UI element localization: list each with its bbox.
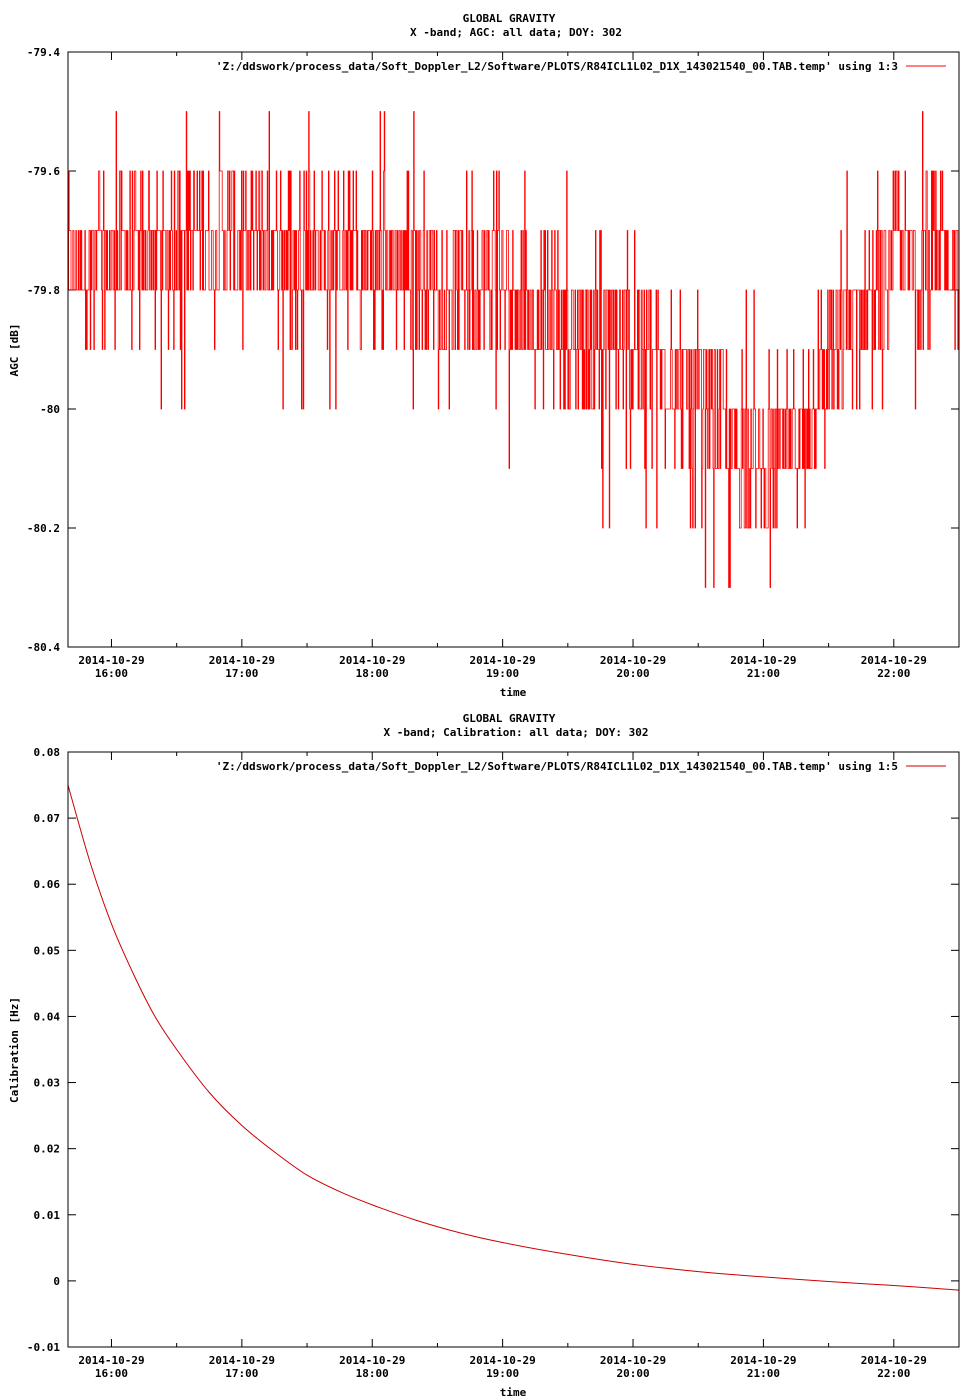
agc-xtick-date: 2014-10-29 [209, 654, 275, 667]
calibration-x-axis-label: time [500, 1386, 527, 1399]
agc-ytick-label: -79.4 [27, 46, 60, 59]
agc-series-line [68, 111, 959, 588]
agc-xtick-time: 16:00 [95, 667, 128, 680]
agc-ytick-label: -79.8 [27, 284, 60, 297]
agc-xtick-date: 2014-10-29 [470, 654, 536, 667]
agc-legend-label: 'Z:/ddswork/process_data/Soft_Doppler_L2… [216, 60, 898, 73]
calibration-xtick-date: 2014-10-29 [209, 1354, 275, 1367]
calibration-legend: 'Z:/ddswork/process_data/Soft_Doppler_L2… [216, 760, 946, 773]
calibration-xtick-date: 2014-10-29 [339, 1354, 405, 1367]
agc-xtick-date: 2014-10-29 [600, 654, 666, 667]
agc-chart: GLOBAL GRAVITY X -band; AGC: all data; D… [8, 12, 960, 699]
calibration-ytick-label: 0.03 [34, 1077, 61, 1090]
calibration-ytick-label: -0.01 [27, 1341, 60, 1354]
agc-xtick-date: 2014-10-29 [730, 654, 796, 667]
calibration-ytick-label: 0.01 [34, 1209, 61, 1222]
calibration-legend-label: 'Z:/ddswork/process_data/Soft_Doppler_L2… [216, 760, 898, 773]
calibration-xtick-time: 20:00 [616, 1367, 649, 1380]
calibration-chart: GLOBAL GRAVITY X -band; Calibration: all… [8, 712, 960, 1399]
agc-series [68, 111, 959, 588]
agc-xtick-time: 18:00 [356, 667, 389, 680]
calibration-xtick-time: 17:00 [225, 1367, 258, 1380]
calibration-ytick-label: 0.07 [34, 812, 61, 825]
calibration-xtick-time: 18:00 [356, 1367, 389, 1380]
agc-xtick-time: 21:00 [747, 667, 780, 680]
agc-xtick-time: 17:00 [225, 667, 258, 680]
calibration-xtick-time: 22:00 [877, 1367, 910, 1380]
agc-ytick-label: -80.4 [27, 641, 60, 654]
calibration-xtick-time: 16:00 [95, 1367, 128, 1380]
calibration-plot-border [67, 751, 960, 1348]
agc-xtick-time: 20:00 [616, 667, 649, 680]
agc-xtick-date: 2014-10-29 [339, 654, 405, 667]
calibration-ytick-label: 0.06 [34, 878, 61, 891]
calibration-xtick-date: 2014-10-29 [470, 1354, 536, 1367]
calibration-y-axis-label: Calibration [Hz] [8, 997, 21, 1103]
calibration-ytick-label: 0.02 [34, 1143, 61, 1156]
calibration-xtick-date: 2014-10-29 [78, 1354, 144, 1367]
calibration-ytick-label: 0.05 [34, 944, 61, 957]
calibration-xtick-date: 2014-10-29 [730, 1354, 796, 1367]
calibration-xtick-time: 19:00 [486, 1367, 519, 1380]
agc-ytick-label: -80 [40, 403, 60, 416]
agc-xtick-time: 22:00 [877, 667, 910, 680]
calibration-xtick-time: 21:00 [747, 1367, 780, 1380]
calibration-chart-subtitle: X -band; Calibration: all data; DOY: 302 [384, 726, 649, 739]
calibration-xtick-date: 2014-10-29 [861, 1354, 927, 1367]
calibration-series-line [67, 784, 960, 1291]
calibration-xtick-date: 2014-10-29 [600, 1354, 666, 1367]
agc-ytick-label: -80.2 [27, 522, 60, 535]
calibration-ytick-label: 0.04 [34, 1010, 61, 1023]
agc-xtick-time: 19:00 [486, 667, 519, 680]
calibration-axis-ticks: 0.08 0.07 0.06 0.05 0.04 0.03 0.02 0.01 0 -0.01 20… [27, 746, 960, 1380]
agc-xtick-date: 2014-10-29 [861, 654, 927, 667]
calibration-ytick-label: 0 [53, 1275, 60, 1288]
agc-plot-border [67, 51, 960, 648]
agc-xtick-date: 2014-10-29 [78, 654, 144, 667]
calibration-chart-title: GLOBAL GRAVITY [463, 712, 556, 725]
agc-x-axis-label: time [500, 686, 527, 699]
agc-chart-subtitle: X -band; AGC: all data; DOY: 302 [410, 26, 622, 39]
calibration-series [67, 784, 960, 1291]
agc-ytick-label: -79.6 [27, 165, 60, 178]
calibration-ytick-label: 0.08 [34, 746, 61, 759]
agc-chart-title: GLOBAL GRAVITY [463, 12, 556, 25]
agc-y-axis-label: AGC [dB] [8, 324, 21, 377]
agc-legend: 'Z:/ddswork/process_data/Soft_Doppler_L2… [216, 60, 946, 73]
